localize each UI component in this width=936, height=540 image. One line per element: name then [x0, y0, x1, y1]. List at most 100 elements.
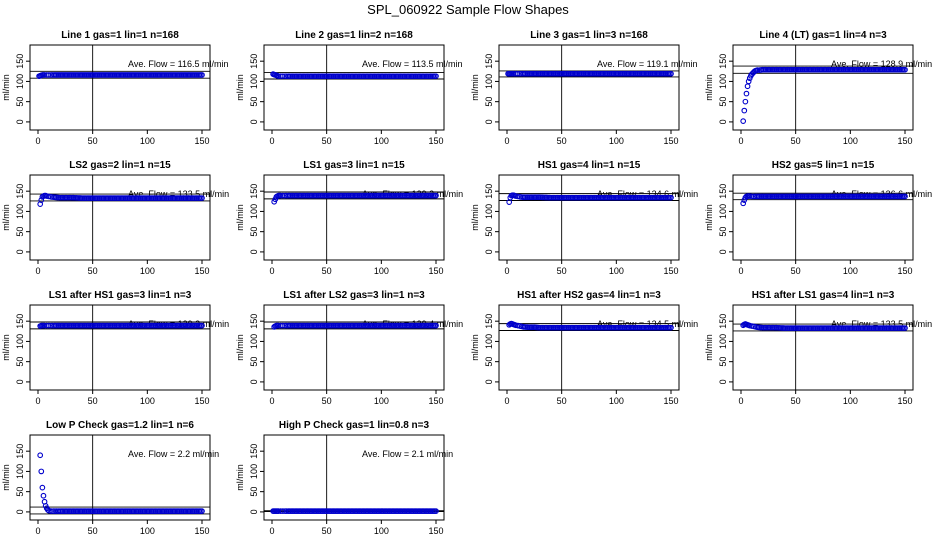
x-tick-label: 50 — [322, 266, 332, 276]
y-axis-label: ml/min — [235, 74, 245, 101]
x-tick-label: 150 — [663, 266, 678, 276]
data-points — [37, 322, 205, 329]
plot-frame — [732, 174, 914, 261]
panel-2: Line 2 gas=1 lin=2 n=168 0 50 100 150 0 50 100 1… — [235, 30, 462, 146]
avg-flow-annotation: Ave. Flow = 133.5 ml/min — [831, 319, 932, 329]
panel-title: Low P Check gas=1.2 lin=1 n=6 — [46, 420, 194, 431]
y-tick-label: 0 — [15, 379, 25, 384]
y-tick-label: 150 — [718, 54, 728, 69]
y-tick-label: 0 — [249, 509, 259, 514]
avg-flow-annotation: Ave. Flow = 2.2 ml/min — [128, 449, 219, 459]
y-tick-label: 0 — [484, 119, 494, 124]
data-point — [431, 73, 438, 80]
data-points — [506, 320, 674, 331]
x-tick-label: 100 — [140, 136, 155, 146]
data-point — [742, 98, 749, 105]
y-tick-label: 50 — [718, 97, 728, 107]
y-axis-label: ml/min — [704, 74, 714, 101]
x-tick-label: 50 — [88, 136, 98, 146]
data-point — [515, 193, 521, 200]
x-tick-label: 150 — [194, 526, 209, 536]
x-tick-label: 0 — [35, 526, 40, 536]
panel-10: LS1 after LS2 gas=3 lin=1 n=3 0 50 100 150 0 5… — [235, 290, 463, 406]
x-tick-label: 0 — [269, 526, 274, 536]
x-tick-label: 50 — [557, 396, 567, 406]
data-point — [749, 323, 755, 329]
data-point — [37, 452, 44, 459]
data-point — [39, 484, 46, 491]
x-tick-label: 150 — [428, 396, 443, 406]
plot-frame — [732, 44, 914, 131]
data-points — [740, 321, 908, 331]
panel-title: Line 3 gas=1 lin=3 n=168 — [530, 30, 648, 41]
data-point — [46, 193, 52, 200]
panel-title: HS1 gas=4 lin=1 n=15 — [538, 160, 641, 171]
y-tick-label: 50 — [15, 487, 25, 497]
y-tick-label: 0 — [249, 379, 259, 384]
panel-1: Line 1 gas=1 lin=1 n=168 0 50 100 150 0 50 100 1… — [1, 30, 228, 146]
y-tick-label: 0 — [484, 379, 494, 384]
x-tick-label: 0 — [504, 266, 509, 276]
y-tick-label: 150 — [15, 54, 25, 69]
x-tick-label: 150 — [663, 136, 678, 146]
y-axis-label: ml/min — [235, 464, 245, 491]
data-point — [52, 508, 58, 514]
x-tick-label: 0 — [35, 136, 40, 146]
data-point — [46, 322, 52, 329]
data-points — [270, 71, 439, 80]
y-tick-label: 50 — [484, 227, 494, 237]
data-point — [38, 468, 45, 475]
data-point — [280, 508, 286, 514]
data-point — [431, 322, 438, 329]
x-tick-label: 50 — [322, 136, 332, 146]
data-point — [745, 78, 752, 85]
data-point — [46, 72, 52, 78]
x-tick-label: 100 — [374, 266, 389, 276]
avg-flow-annotation: Ave. Flow = 2.1 ml/min — [362, 449, 453, 459]
x-tick-label: 0 — [738, 266, 743, 276]
y-tick-label: 0 — [15, 119, 25, 124]
y-tick-label: 100 — [15, 74, 25, 89]
data-point — [280, 192, 286, 199]
x-tick-label: 50 — [791, 266, 801, 276]
y-tick-label: 0 — [15, 249, 25, 254]
data-point — [900, 66, 907, 73]
y-tick-label: 50 — [249, 487, 259, 497]
y-axis-label: ml/min — [704, 334, 714, 361]
y-tick-label: 150 — [484, 314, 494, 329]
data-point — [740, 118, 747, 124]
x-tick-label: 100 — [609, 136, 624, 146]
data-point — [197, 508, 204, 514]
x-tick-label: 150 — [663, 396, 678, 406]
x-tick-label: 100 — [374, 526, 389, 536]
panel-9: LS1 after HS1 gas=3 lin=1 n=3 0 50 100 150 0 5… — [1, 290, 229, 406]
x-tick-label: 100 — [843, 266, 858, 276]
x-tick-label: 50 — [791, 396, 801, 406]
y-tick-label: 150 — [249, 444, 259, 459]
x-tick-label: 100 — [609, 396, 624, 406]
y-axis-label: ml/min — [1, 464, 11, 491]
data-point — [515, 322, 521, 329]
y-tick-label: 150 — [718, 184, 728, 199]
plot-frame — [263, 174, 445, 261]
data-point — [754, 67, 761, 73]
plot-frame — [498, 44, 680, 131]
data-point — [900, 325, 907, 331]
panel-6: LS1 gas=3 lin=1 n=15 0 50 100 150 0 50 100 150 ml… — [235, 160, 463, 276]
avg-flow-annotation: Ave. Flow = 113.5 ml/min — [362, 59, 462, 69]
data-points — [36, 72, 205, 80]
panel-title: LS1 after HS1 gas=3 lin=1 n=3 — [49, 290, 192, 301]
y-tick-label: 150 — [15, 314, 25, 329]
y-tick-label: 0 — [718, 249, 728, 254]
data-points — [271, 322, 439, 330]
y-tick-label: 100 — [249, 74, 259, 89]
y-tick-label: 100 — [484, 74, 494, 89]
x-tick-label: 0 — [269, 266, 274, 276]
y-tick-label: 100 — [249, 464, 259, 479]
data-points — [740, 193, 908, 207]
data-point — [666, 70, 673, 77]
plot-frame — [263, 304, 445, 391]
data-point — [280, 322, 286, 329]
data-points — [506, 192, 674, 205]
